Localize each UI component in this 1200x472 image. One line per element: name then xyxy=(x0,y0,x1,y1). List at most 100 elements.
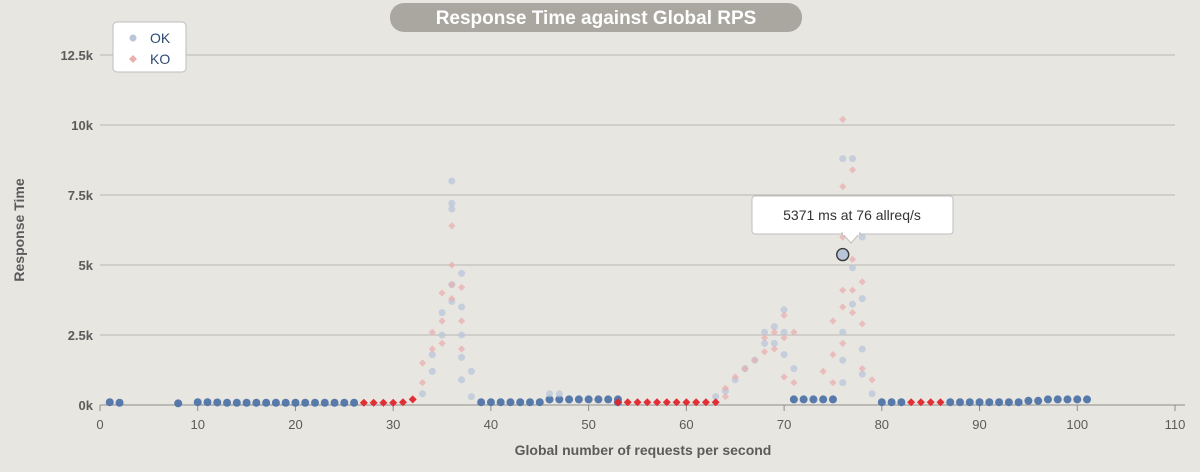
ok-point-2[interactable] xyxy=(174,399,183,408)
ko-point-6[interactable] xyxy=(418,379,427,387)
ok-point-78[interactable] xyxy=(849,155,856,163)
ok-point-30[interactable] xyxy=(458,269,466,277)
ko-point-33[interactable] xyxy=(731,373,739,381)
ko-point-48[interactable] xyxy=(829,351,837,359)
ok-point-95[interactable] xyxy=(1004,398,1013,407)
ko-point-61[interactable] xyxy=(858,365,866,373)
ok-point-6[interactable] xyxy=(223,398,232,407)
ko-point-30[interactable] xyxy=(711,398,720,407)
ok-point-0[interactable] xyxy=(105,398,114,407)
ok-point-86[interactable] xyxy=(877,398,886,407)
ok-point-48[interactable] xyxy=(565,395,574,404)
ok-point-91[interactable] xyxy=(965,398,974,407)
ko-point-64[interactable] xyxy=(916,398,925,407)
ok-point-101[interactable] xyxy=(1063,395,1072,404)
ok-point-51[interactable] xyxy=(594,395,603,404)
ko-point-26[interactable] xyxy=(672,398,681,407)
ko-point-31[interactable] xyxy=(721,393,730,401)
ok-point-60[interactable] xyxy=(761,339,769,347)
ok-point-22[interactable] xyxy=(428,351,436,359)
ok-point-52[interactable] xyxy=(604,395,613,404)
ok-point-5[interactable] xyxy=(213,398,222,407)
ok-point-94[interactable] xyxy=(995,398,1004,407)
ko-point-46[interactable] xyxy=(829,317,837,325)
ok-point-65[interactable] xyxy=(780,328,788,336)
ok-point-20[interactable] xyxy=(419,390,426,398)
ok-point-85[interactable] xyxy=(868,390,876,398)
ok-point-19[interactable] xyxy=(350,398,359,407)
ok-point-3[interactable] xyxy=(193,398,202,407)
ok-point-102[interactable] xyxy=(1073,395,1082,404)
points-layer[interactable] xyxy=(105,115,1092,408)
ko-point-13[interactable] xyxy=(448,281,456,289)
ok-point-70[interactable] xyxy=(809,395,818,404)
ok-point-33[interactable] xyxy=(458,353,466,361)
ko-point-23[interactable] xyxy=(643,398,652,407)
ko-point-14[interactable] xyxy=(448,222,456,230)
ok-point-32[interactable] xyxy=(458,331,466,339)
ok-point-72[interactable] xyxy=(828,395,837,404)
ok-point-46[interactable] xyxy=(555,395,564,404)
ok-point-97[interactable] xyxy=(1024,396,1033,405)
ok-point-43[interactable] xyxy=(535,398,544,407)
ko-point-39[interactable] xyxy=(770,345,778,353)
ok-point-36[interactable] xyxy=(467,367,475,375)
ok-point-8[interactable] xyxy=(242,398,251,407)
ko-point-54[interactable] xyxy=(839,339,847,347)
ko-point-65[interactable] xyxy=(926,398,935,407)
ok-point-64[interactable] xyxy=(780,306,788,314)
ko-point-60[interactable] xyxy=(858,320,866,328)
ko-point-15[interactable] xyxy=(448,261,456,269)
ko-point-22[interactable] xyxy=(633,398,642,407)
ok-point-10[interactable] xyxy=(262,398,271,407)
ko-point-8[interactable] xyxy=(428,345,436,353)
ok-point-13[interactable] xyxy=(291,398,300,407)
ok-point-55[interactable] xyxy=(712,393,720,401)
ok-point-31[interactable] xyxy=(458,303,466,311)
ko-point-12[interactable] xyxy=(438,339,446,347)
ko-point-2[interactable] xyxy=(379,398,388,407)
ko-point-50[interactable] xyxy=(839,183,847,191)
ok-point-74[interactable] xyxy=(839,155,847,163)
legend[interactable]: OK KO xyxy=(112,21,187,73)
ok-point-99[interactable] xyxy=(1043,395,1052,404)
ko-point-57[interactable] xyxy=(848,286,857,294)
ok-point-98[interactable] xyxy=(1034,396,1043,405)
ko-point-16[interactable] xyxy=(448,295,456,303)
ok-point-7[interactable] xyxy=(232,398,241,407)
ok-point-23[interactable] xyxy=(438,331,446,339)
ok-point-21[interactable] xyxy=(428,367,436,375)
ko-point-49[interactable] xyxy=(839,115,847,123)
legend-ok-label[interactable]: OK xyxy=(150,30,171,46)
ko-point-41[interactable] xyxy=(780,334,788,342)
ok-point-14[interactable] xyxy=(301,398,310,407)
ok-point-28[interactable] xyxy=(448,199,456,207)
ko-point-38[interactable] xyxy=(770,328,778,336)
ok-point-77[interactable] xyxy=(839,379,847,387)
ko-point-45[interactable] xyxy=(819,367,827,375)
ko-point-18[interactable] xyxy=(457,317,466,325)
ok-point-80[interactable] xyxy=(849,300,856,308)
ko-point-35[interactable] xyxy=(751,356,759,364)
ko-point-5[interactable] xyxy=(408,395,417,404)
ok-point-75[interactable] xyxy=(839,328,847,336)
ok-point-67[interactable] xyxy=(790,365,798,373)
ko-point-4[interactable] xyxy=(398,398,407,407)
ko-point-59[interactable] xyxy=(858,278,866,286)
ko-point-20[interactable] xyxy=(613,398,622,407)
ko-point-55[interactable] xyxy=(848,166,857,174)
ok-point-4[interactable] xyxy=(203,398,212,407)
ok-point-41[interactable] xyxy=(516,398,525,407)
ko-point-29[interactable] xyxy=(701,398,710,407)
ok-point-68[interactable] xyxy=(789,395,798,404)
ok-point-38[interactable] xyxy=(486,398,495,407)
ko-point-47[interactable] xyxy=(829,379,837,387)
ok-point-76[interactable] xyxy=(839,356,847,364)
ok-point-18[interactable] xyxy=(340,398,349,407)
ok-point-39[interactable] xyxy=(496,398,505,407)
ko-point-62[interactable] xyxy=(868,376,876,384)
ok-point-100[interactable] xyxy=(1053,395,1062,404)
ok-point-15[interactable] xyxy=(311,398,319,407)
ko-point-7[interactable] xyxy=(418,359,427,367)
ok-point-96[interactable] xyxy=(1014,398,1023,407)
